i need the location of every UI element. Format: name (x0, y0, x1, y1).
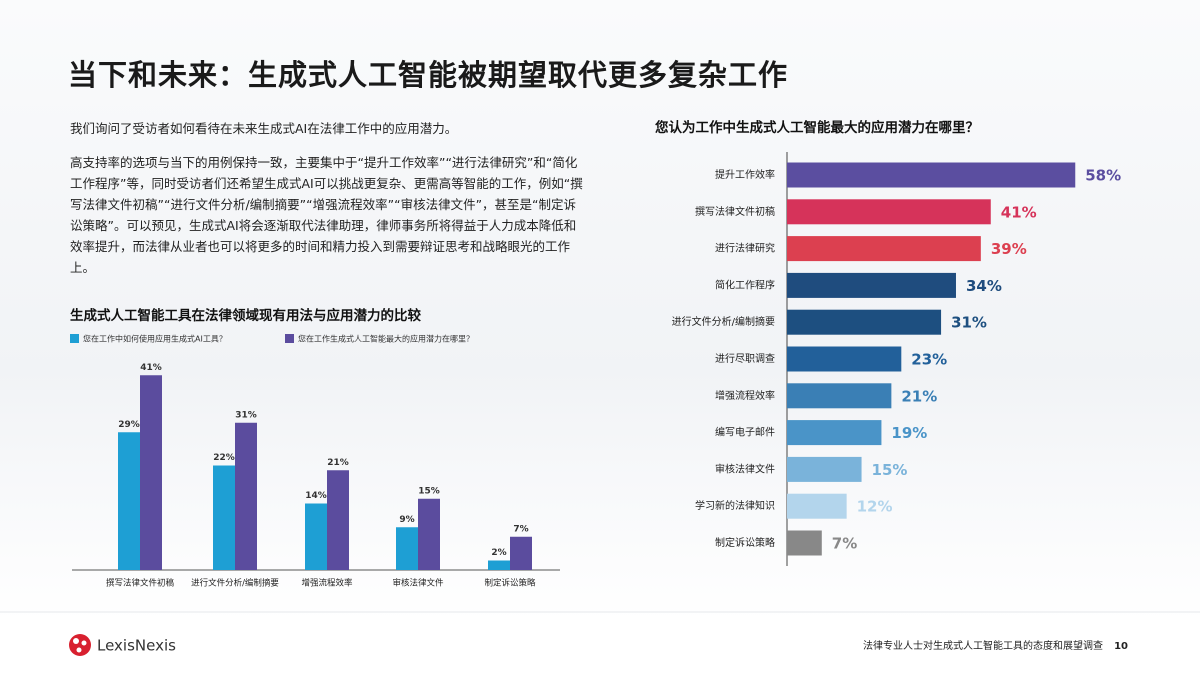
y-tick-label: 制定诉讼策略 (715, 536, 775, 549)
legend-label: 您在工作生成式人工智能最大的应用潜力在哪里？ (298, 334, 474, 344)
footer-text: 法律专业人士对生成式人工智能工具的态度和展望调查 (863, 639, 1103, 652)
value-label: 7% (832, 535, 857, 553)
x-tick-label: 进行文件分析/编制摘要 (191, 578, 279, 589)
legend-label: 您在工作中如何使用应用生成式AI工具？ (83, 334, 227, 344)
bar (787, 162, 1076, 188)
value-label: 14% (305, 491, 327, 501)
bar (396, 527, 418, 570)
bar (418, 498, 440, 570)
value-label: 41% (140, 363, 162, 373)
bar (787, 383, 892, 409)
value-label: 21% (327, 458, 349, 468)
y-tick-label: 进行法律研究 (715, 242, 775, 255)
bar (787, 346, 902, 372)
y-tick-label: 进行尽职调查 (715, 352, 775, 365)
x-tick-label: 审核法律文件 (392, 578, 444, 589)
value-label: 19% (891, 424, 927, 442)
value-label: 22% (213, 453, 235, 463)
value-label: 2% (491, 548, 506, 558)
bar (213, 465, 235, 570)
y-tick-label: 编写电子邮件 (715, 426, 775, 439)
x-tick-label: 撰写法律文件初稿 (106, 578, 175, 589)
value-label: 31% (951, 314, 987, 332)
bar (510, 536, 532, 570)
value-label: 31% (235, 410, 257, 420)
value-label: 12% (857, 498, 893, 516)
logo-mark (69, 634, 91, 656)
page-title: 当下和未来：生成式人工智能被期望取代更多复杂工作 (68, 58, 789, 92)
value-label: 9% (399, 515, 414, 525)
y-tick-label: 提升工作效率 (715, 168, 775, 181)
bar (235, 422, 257, 570)
y-tick-label: 审核法律文件 (715, 462, 775, 475)
value-label: 29% (118, 420, 140, 430)
x-tick-label: 制定诉讼策略 (484, 578, 536, 589)
paragraph: 高支持率的选项与当下的用例保持一致，主要集中于“提升工作效率”“进行法律研究”和… (70, 155, 583, 275)
value-label: 39% (991, 240, 1027, 258)
x-tick-label: 增强流程效率 (301, 578, 353, 589)
value-label: 21% (901, 387, 937, 405)
legend-swatch (285, 334, 294, 343)
y-tick-label: 进行文件分析/编制摘要 (672, 315, 775, 328)
chart-title: 生成式人工智能工具在法律领域现有用法与应用潜力的比较 (70, 307, 421, 324)
value-label: 58% (1085, 167, 1121, 185)
bar (787, 272, 956, 298)
bar (787, 199, 991, 225)
legend-swatch (70, 334, 79, 343)
bar (787, 236, 981, 262)
bar (787, 309, 942, 335)
bar (488, 560, 510, 570)
value-label: 23% (911, 351, 947, 369)
paragraph: 我们询问了受访者如何看待在未来生成式AI在法律工作中的应用潜力。 (70, 121, 458, 136)
logo-text: LexisNexis (97, 637, 176, 655)
bar (787, 530, 822, 556)
value-label: 7% (513, 524, 528, 534)
bar (787, 456, 862, 482)
bar (787, 493, 847, 519)
bar (140, 375, 162, 570)
bar (305, 503, 327, 570)
y-tick-label: 增强流程效率 (715, 389, 775, 402)
bar (118, 432, 140, 570)
y-tick-label: 简化工作程序 (715, 278, 775, 291)
value-label: 15% (418, 486, 440, 496)
y-tick-label: 撰写法律文件初稿 (695, 205, 775, 218)
value-label: 41% (1001, 203, 1037, 221)
value-label: 34% (966, 277, 1002, 295)
value-label: 15% (872, 461, 908, 479)
bar (787, 420, 882, 446)
page-number: 10 (1114, 641, 1128, 652)
chart-title: 您认为工作中生成式人工智能最大的应用潜力在哪里？ (655, 119, 979, 136)
y-tick-label: 学习新的法律知识 (695, 499, 775, 512)
bar (327, 470, 349, 570)
